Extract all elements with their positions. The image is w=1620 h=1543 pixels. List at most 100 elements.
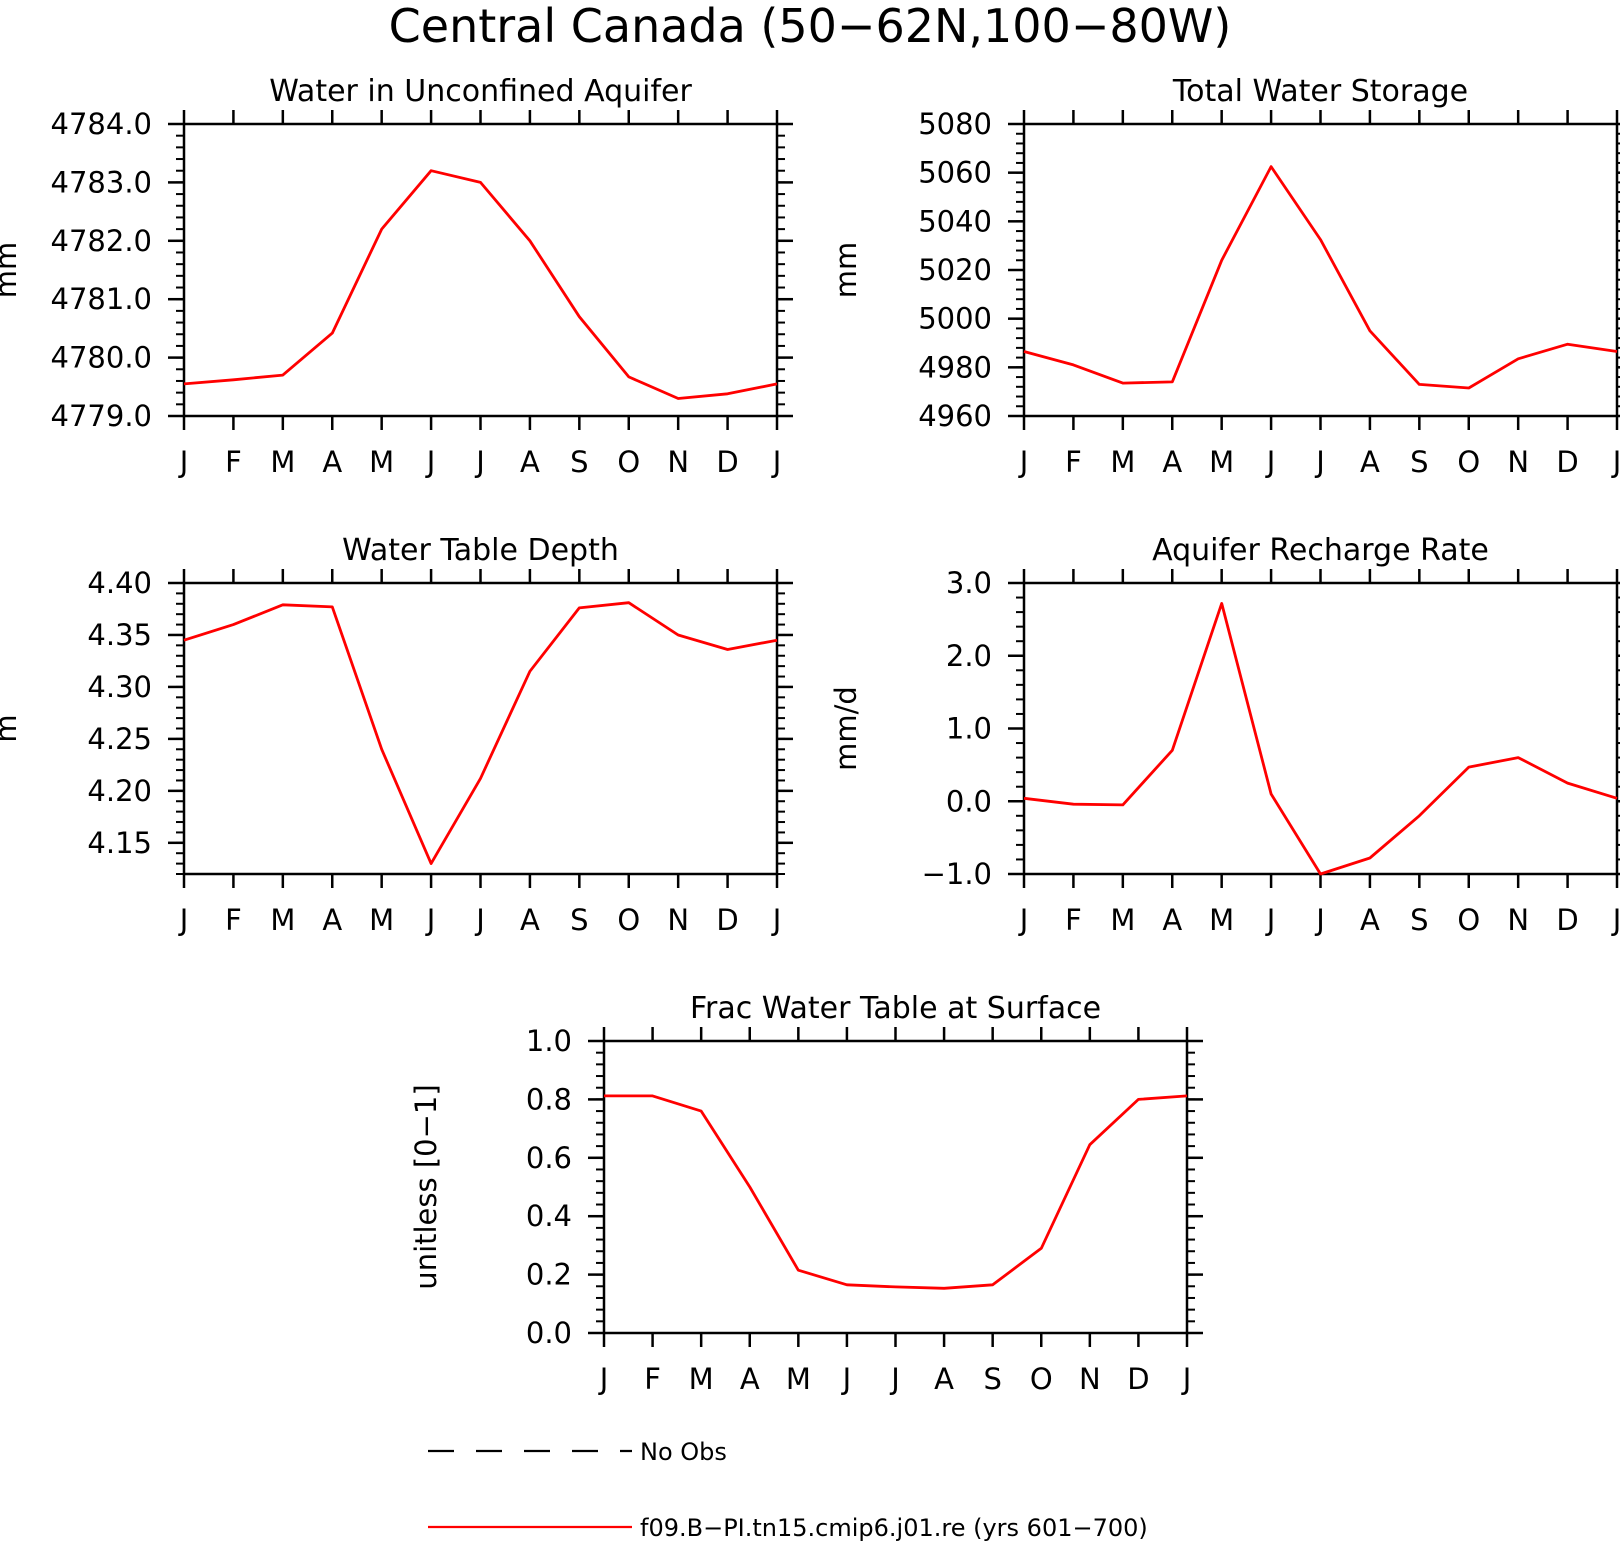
chart-panel-2: J F M A M J J A S O N D J496049805000502050405060508… — [829, 74, 1620, 479]
x-tick-label: N — [1507, 445, 1529, 479]
x-tick-label: J — [889, 1362, 900, 1396]
x-tick-label: J — [425, 903, 436, 937]
x-tick-label: D — [1127, 1362, 1149, 1396]
x-tick-label: J — [425, 445, 436, 479]
x-tick-label: J — [1314, 903, 1325, 937]
x-tick-label: J — [474, 445, 485, 479]
y-tick-label: 2.0 — [946, 639, 992, 673]
x-tick-label: N — [667, 445, 689, 479]
x-tick-label: S — [570, 445, 588, 479]
y-tick-label: 4779.0 — [51, 399, 152, 433]
x-tick-label: D — [1556, 445, 1578, 479]
y-tick-label: 4980 — [918, 350, 992, 384]
y-tick-label: −1.0 — [922, 857, 992, 891]
y-tick-label: 4782.0 — [51, 224, 152, 258]
y-tick-label: 5020 — [918, 253, 992, 287]
x-tick-label: M — [369, 903, 394, 937]
y-tick-label: 4.30 — [87, 670, 152, 704]
x-tick-label: A — [322, 445, 342, 479]
y-tick-label: 4783.0 — [51, 165, 152, 199]
y-tick-label: 0.0 — [946, 784, 992, 818]
plot-frame — [1022, 581, 1619, 876]
x-tick-label: O — [617, 445, 640, 479]
y-tick-label: 4781.0 — [51, 282, 152, 316]
series-line — [604, 1094, 1188, 1290]
x-tick-label: N — [667, 903, 689, 937]
y-axis-label: mm/d — [829, 686, 863, 771]
y-tick-label: 4.20 — [87, 774, 152, 808]
y-tick-label: 0.8 — [526, 1082, 572, 1116]
x-tick-label: S — [570, 903, 588, 937]
x-tick-label: M — [270, 903, 295, 937]
x-tick-label: O — [617, 903, 640, 937]
x-tick-label: M — [369, 445, 394, 479]
y-tick-label: 4.25 — [87, 722, 152, 756]
x-tick-label: J — [771, 903, 782, 937]
panel-title: Aquifer Recharge Rate — [1152, 533, 1489, 568]
y-tick-label: 0.6 — [526, 1141, 572, 1175]
y-tick-label: 1.0 — [946, 712, 992, 746]
y-tick-label: 1.0 — [526, 1024, 572, 1058]
x-tick-label: M — [786, 1362, 811, 1396]
y-tick-label: 4784.0 — [51, 107, 152, 141]
y-tick-label: 5080 — [918, 107, 992, 141]
x-tick-label: O — [1457, 903, 1480, 937]
x-tick-label: D — [716, 903, 738, 937]
x-tick-label: A — [740, 1362, 760, 1396]
x-tick-label: A — [520, 903, 540, 937]
panel-title: Frac Water Table at Surface — [690, 991, 1101, 1026]
legend-label: f09.B−PI.tn15.cmip6.j01.re (yrs 601−700) — [640, 1514, 1148, 1542]
x-tick-label: J — [771, 445, 782, 479]
x-tick-label: A — [520, 445, 540, 479]
y-tick-label: 0.4 — [526, 1199, 572, 1233]
x-tick-label: A — [1162, 445, 1182, 479]
x-tick-label: D — [1556, 903, 1578, 937]
x-tick-label: J — [598, 1362, 609, 1396]
y-axis-label: unitless [0−1] — [409, 1084, 443, 1289]
x-tick-label: J — [1611, 903, 1620, 937]
y-tick-label: 4960 — [918, 399, 992, 433]
y-tick-label: 0.0 — [526, 1316, 572, 1350]
x-tick-label: J — [178, 903, 189, 937]
x-tick-label: J — [1018, 903, 1029, 937]
x-tick-label: J — [474, 903, 485, 937]
x-tick-label: F — [1065, 445, 1082, 479]
x-tick-label: O — [1457, 445, 1480, 479]
y-axis-label: m — [0, 714, 23, 742]
legend-label: No Obs — [640, 1438, 727, 1466]
plot-frame — [182, 122, 779, 418]
panel-title: Water Table Depth — [342, 533, 619, 568]
y-tick-label: 4780.0 — [51, 341, 152, 375]
x-tick-label: J — [1314, 445, 1325, 479]
y-tick-label: 5040 — [918, 204, 992, 238]
x-tick-label: D — [716, 445, 738, 479]
figure-title: Central Canada (50−62N,100−80W) — [389, 0, 1232, 53]
x-tick-label: J — [1611, 445, 1620, 479]
x-tick-label: M — [1110, 445, 1135, 479]
x-tick-label: S — [1410, 445, 1428, 479]
y-tick-label: 4.40 — [87, 566, 152, 600]
y-tick-label: 5000 — [918, 302, 992, 336]
x-tick-label: A — [1360, 445, 1380, 479]
x-tick-label: M — [689, 1362, 714, 1396]
x-tick-label: A — [1162, 903, 1182, 937]
x-tick-label: M — [1110, 903, 1135, 937]
x-tick-label: S — [983, 1362, 1001, 1396]
x-tick-label: O — [1030, 1362, 1053, 1396]
x-tick-label: J — [178, 445, 189, 479]
panel-title: Total Water Storage — [1172, 74, 1468, 109]
y-tick-label: 0.2 — [526, 1258, 572, 1292]
y-axis-label: mm — [0, 242, 23, 299]
x-tick-label: A — [322, 903, 342, 937]
x-tick-label: J — [1265, 903, 1276, 937]
x-tick-label: N — [1079, 1362, 1101, 1396]
legend: No Obs f09.B−PI.tn15.cmip6.j01.re (yrs 60… — [428, 1438, 1148, 1542]
plot-frame — [182, 581, 779, 876]
x-tick-label: J — [1018, 445, 1029, 479]
y-tick-label: 4.15 — [87, 826, 152, 860]
x-tick-label: M — [1209, 903, 1234, 937]
series-line — [183, 601, 778, 865]
x-tick-label: F — [225, 445, 242, 479]
x-tick-label: N — [1507, 903, 1529, 937]
